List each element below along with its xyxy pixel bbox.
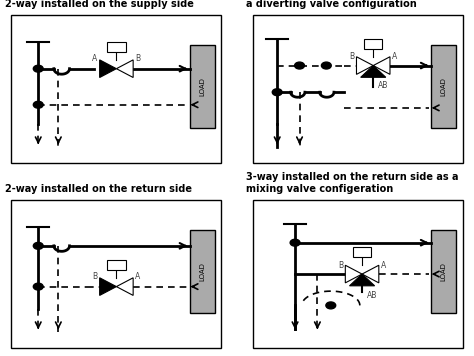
Circle shape <box>33 65 43 72</box>
Text: A: A <box>136 272 141 281</box>
Text: AB: AB <box>378 81 388 90</box>
Circle shape <box>326 302 336 309</box>
Bar <box>190 45 215 128</box>
Circle shape <box>33 101 43 108</box>
Bar <box>107 42 126 52</box>
Text: 3-way installed on the supply side as
a diverting valve configuration: 3-way installed on the supply side as a … <box>246 0 450 9</box>
Text: 2-way installed on the supply side: 2-way installed on the supply side <box>5 0 193 9</box>
Text: LOAD: LOAD <box>440 77 447 96</box>
Bar <box>190 230 215 313</box>
Text: A: A <box>392 52 398 61</box>
Text: LOAD: LOAD <box>440 262 447 281</box>
Text: AB: AB <box>366 291 377 300</box>
Polygon shape <box>373 57 390 74</box>
Polygon shape <box>100 60 117 78</box>
Text: A: A <box>381 261 386 270</box>
Text: B: B <box>92 272 98 281</box>
Text: B: B <box>338 261 343 270</box>
Text: A: A <box>92 54 98 63</box>
Bar <box>107 260 126 270</box>
Bar <box>364 38 383 49</box>
Text: B: B <box>136 54 140 63</box>
Text: B: B <box>349 52 354 61</box>
Circle shape <box>33 283 43 290</box>
Polygon shape <box>117 60 133 78</box>
Polygon shape <box>117 278 133 295</box>
Circle shape <box>272 89 282 96</box>
Text: LOAD: LOAD <box>200 262 205 281</box>
Bar <box>431 230 456 313</box>
Bar <box>353 247 371 257</box>
Polygon shape <box>356 57 373 74</box>
Polygon shape <box>349 274 374 286</box>
Text: LOAD: LOAD <box>200 77 205 96</box>
Text: 2-way installed on the return side: 2-way installed on the return side <box>5 183 192 194</box>
Polygon shape <box>361 66 386 77</box>
Polygon shape <box>362 265 379 283</box>
Polygon shape <box>346 265 362 283</box>
Bar <box>431 45 456 128</box>
Text: 3-way installed on the return side as a
mixing valve configeration: 3-way installed on the return side as a … <box>246 172 458 194</box>
Polygon shape <box>100 278 117 295</box>
Circle shape <box>295 62 304 69</box>
Circle shape <box>290 239 300 246</box>
Circle shape <box>321 62 331 69</box>
Circle shape <box>33 242 43 249</box>
